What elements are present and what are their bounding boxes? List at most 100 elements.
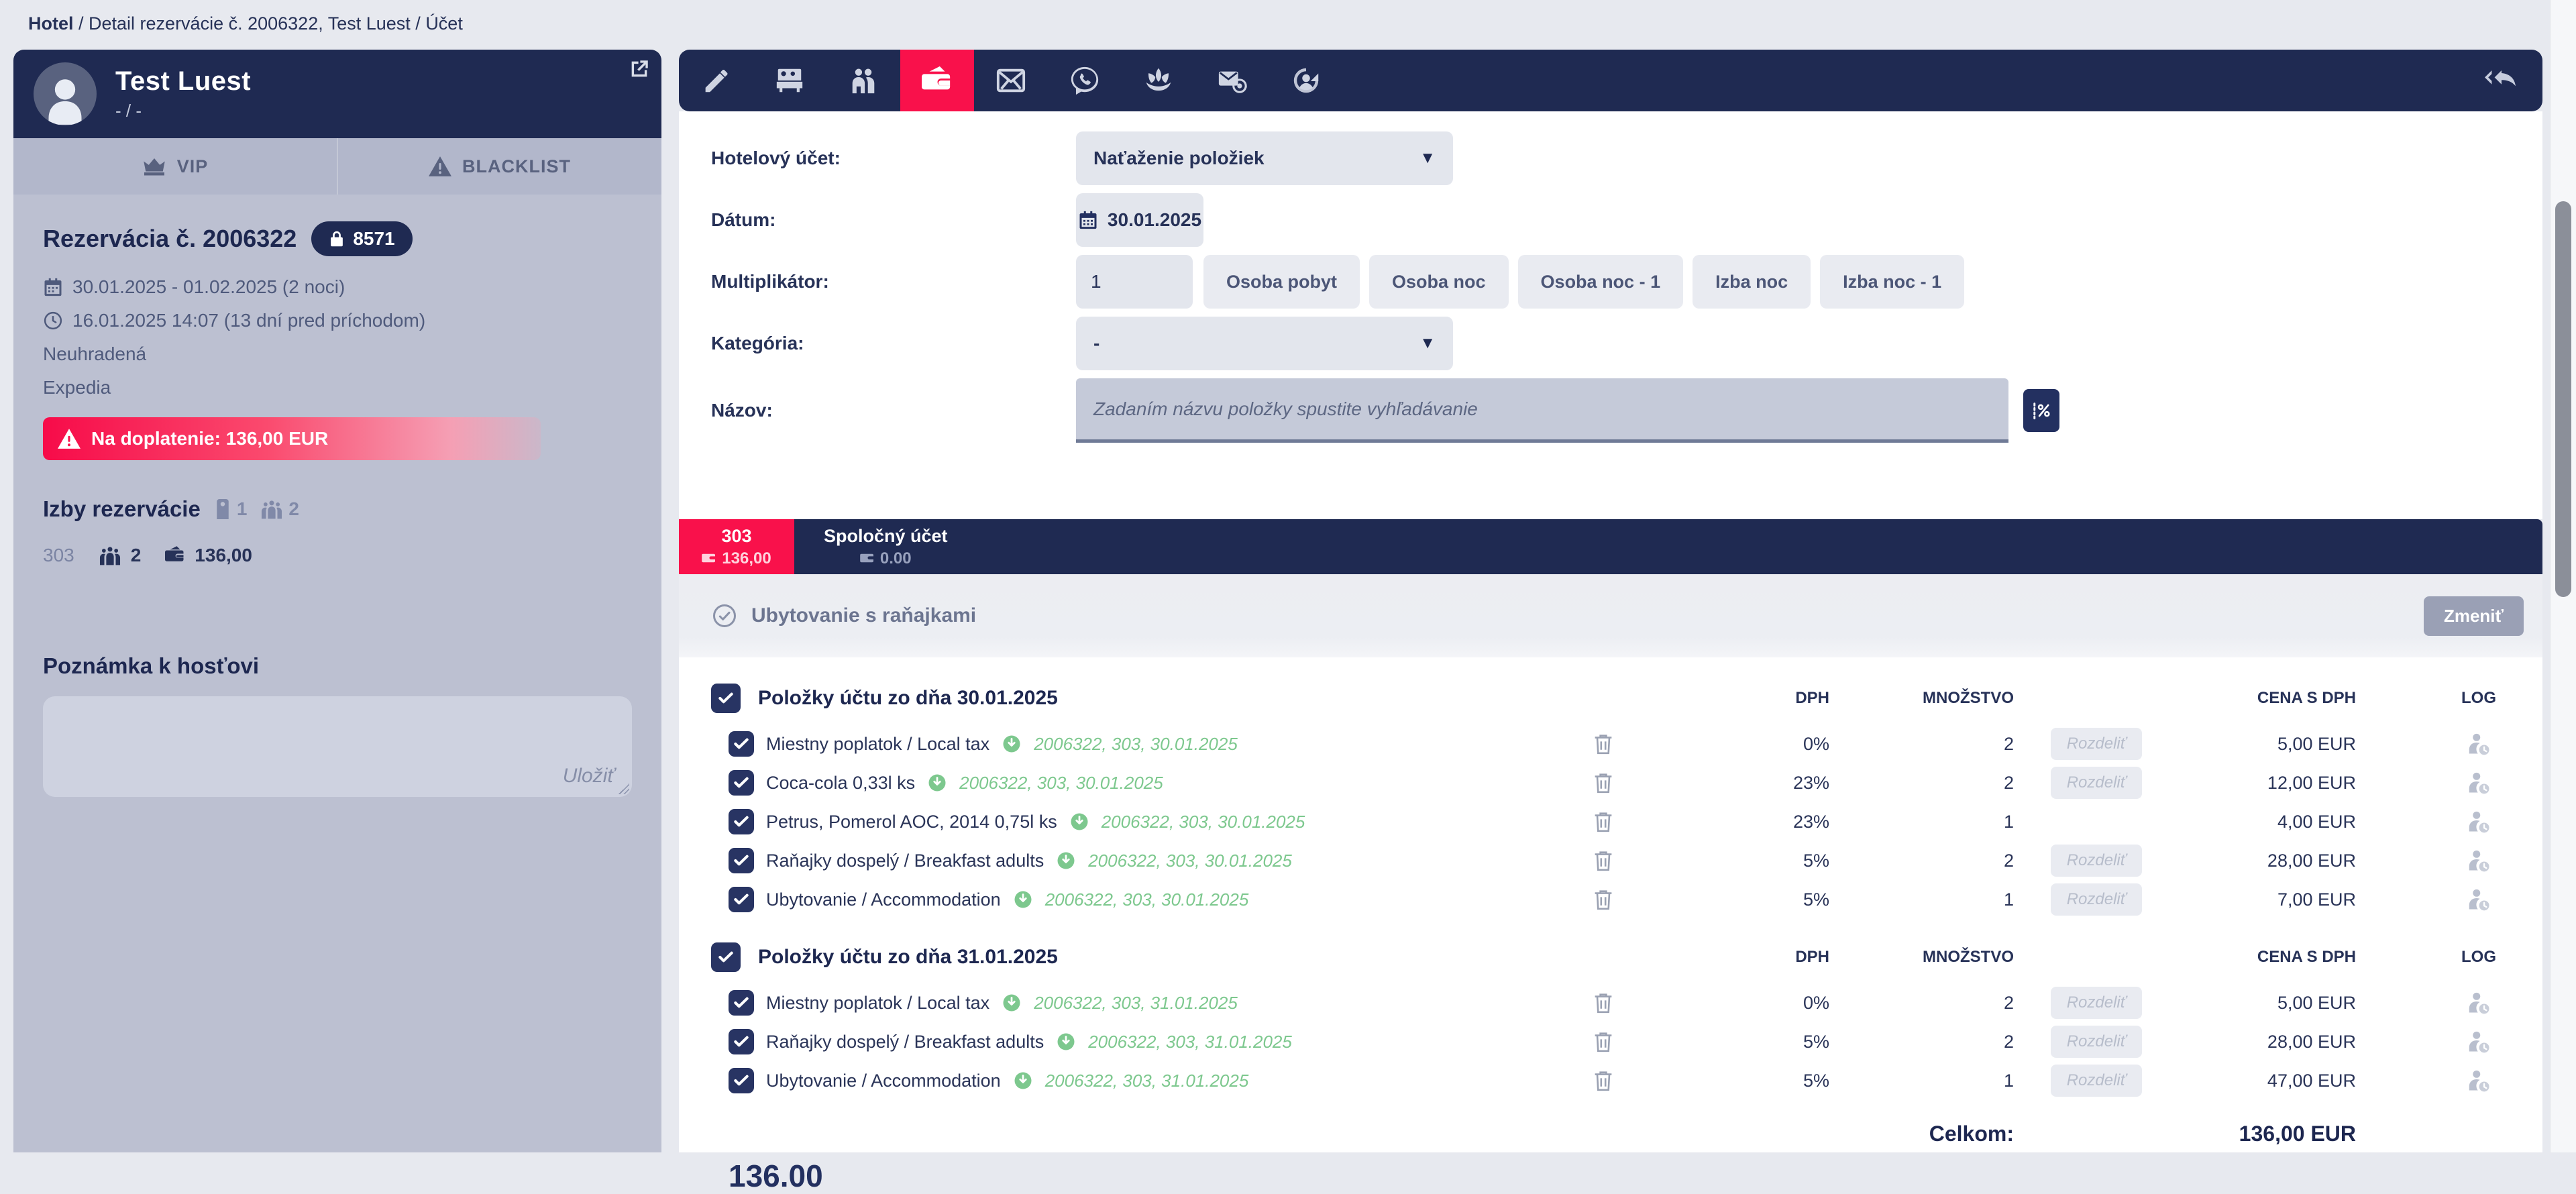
trash-icon: [1595, 1032, 1612, 1052]
split-button[interactable]: Rozdeliť: [2050, 728, 2143, 760]
row-checkbox[interactable]: [729, 809, 754, 834]
toolbar-tab-viber[interactable]: [1048, 50, 1122, 111]
download-circle-icon[interactable]: [1002, 734, 1022, 754]
item-name-label: Názov:: [711, 400, 773, 421]
guest-note-textarea[interactable]: Uložiť: [43, 696, 632, 797]
scrollbar-track[interactable]: [2550, 0, 2576, 1152]
item-qty: 2: [2003, 733, 2014, 754]
totals-value: 136,00 EUR: [2239, 1121, 2356, 1146]
breadcrumb-last: Účet: [425, 13, 463, 34]
item-log-button[interactable]: [2415, 885, 2542, 914]
delete-item-button[interactable]: [1563, 887, 1644, 912]
note-save-button[interactable]: Uložiť: [562, 765, 614, 787]
row-checkbox[interactable]: [729, 887, 754, 912]
account-tab-shared[interactable]: Spoločný účet 0.00: [824, 525, 948, 567]
group-checkbox[interactable]: [711, 684, 741, 713]
multiplier-label: Multiplikátor:: [711, 271, 829, 292]
download-circle-icon[interactable]: [1002, 993, 1022, 1013]
toolbar-tab-send-email[interactable]: [1195, 50, 1269, 111]
toolbar-tab-edit[interactable]: [679, 50, 753, 111]
toolbar-tab-history[interactable]: [1269, 50, 1343, 111]
split-button[interactable]: Rozdeliť: [2050, 845, 2143, 877]
split-button[interactable]: Rozdeliť: [2050, 987, 2143, 1019]
delete-item-button[interactable]: [1563, 1030, 1644, 1054]
split-button[interactable]: Rozdeliť: [2050, 1026, 2143, 1058]
download-circle-icon: [1014, 891, 1032, 908]
split-button[interactable]: Rozdeliť: [2050, 767, 2143, 799]
row-checkbox[interactable]: [729, 731, 754, 757]
chevron-down-icon: ▼: [1419, 334, 1436, 352]
table-group-header: Položky účtu zo dňa 30.01.2025 DPH MNOŽSTV…: [711, 682, 2542, 715]
toolbar-tab-billing[interactable]: [900, 50, 974, 111]
toolbar-tab-spa[interactable]: [1122, 50, 1195, 111]
delete-item-button[interactable]: [1563, 1069, 1644, 1093]
delete-item-button[interactable]: [1563, 771, 1644, 795]
split-button[interactable]: Rozdeliť: [2050, 1065, 2143, 1097]
row-checkbox[interactable]: [729, 1068, 754, 1093]
download-circle-icon[interactable]: [927, 773, 947, 793]
item-log-button[interactable]: [2415, 1067, 2542, 1095]
item-price: 5,00 EUR: [2277, 992, 2356, 1013]
item-price: 47,00 EUR: [2267, 1070, 2356, 1091]
download-circle-icon[interactable]: [1013, 889, 1033, 910]
multiplier-preset-button[interactable]: Osoba noc: [1369, 255, 1509, 309]
vip-tab[interactable]: VIP: [13, 138, 337, 195]
item-reference: 2006322, 303, 31.01.2025: [1088, 1031, 1292, 1052]
room-row[interactable]: 303 2 136,00: [43, 545, 632, 566]
toolbar-tab-guests[interactable]: [826, 50, 900, 111]
category-select[interactable]: - ▼: [1076, 317, 1453, 370]
download-circle-icon[interactable]: [1069, 812, 1089, 832]
scrollbar-thumb[interactable]: [2555, 201, 2571, 597]
item-log-button[interactable]: [2415, 769, 2542, 797]
resize-grip-icon[interactable]: [619, 783, 629, 794]
group-title: Položky účtu zo dňa 30.01.2025: [758, 687, 1058, 709]
multiplier-preset-button[interactable]: Osoba pobyt: [1203, 255, 1360, 309]
multiplier-input[interactable]: 1: [1076, 255, 1193, 309]
row-checkbox[interactable]: [729, 990, 754, 1016]
item-reference: 2006322, 303, 30.01.2025: [1101, 811, 1305, 832]
item-search-input[interactable]: Zadaním názvu položky spustite vyhľadáva…: [1076, 378, 2008, 443]
hotel-account-select[interactable]: Naťaženie položiek ▼: [1076, 131, 1453, 185]
delete-item-button[interactable]: [1563, 732, 1644, 756]
clock-icon: [44, 311, 62, 330]
blacklist-tab[interactable]: BLACKLIST: [337, 138, 661, 195]
download-circle-icon[interactable]: [1056, 1032, 1076, 1052]
item-log-button[interactable]: [2415, 989, 2542, 1017]
item-log-button[interactable]: [2415, 808, 2542, 836]
row-checkbox[interactable]: [729, 1029, 754, 1054]
breadcrumb-root[interactable]: Hotel: [28, 13, 74, 34]
download-circle-icon[interactable]: [1056, 851, 1076, 871]
item-qty: 2: [2003, 772, 2014, 793]
delete-item-button[interactable]: [1563, 991, 1644, 1015]
delete-item-button[interactable]: [1563, 810, 1644, 834]
item-qty: 1: [2003, 811, 2014, 832]
item-log-button[interactable]: [2415, 847, 2542, 875]
download-circle-icon[interactable]: [1013, 1071, 1033, 1091]
trash-icon: [1595, 812, 1612, 832]
multiplier-preset-button[interactable]: Izba noc: [1693, 255, 1811, 309]
reservation-lock-badge[interactable]: 8571: [311, 221, 413, 256]
account-tab-room-303[interactable]: 303 136,00: [679, 519, 794, 574]
row-checkbox[interactable]: [729, 848, 754, 873]
item-log-button[interactable]: [2415, 730, 2542, 758]
item-name-cell: Petrus, Pomerol AOC, 2014 0,75l ks 200632…: [711, 809, 1563, 834]
group-checkbox[interactable]: [711, 942, 741, 972]
row-checkbox[interactable]: [729, 770, 754, 796]
toolbar-tab-mail[interactable]: [974, 50, 1048, 111]
delete-item-button[interactable]: [1563, 849, 1644, 873]
external-link-icon[interactable]: [628, 58, 651, 80]
item-log-button[interactable]: [2415, 1028, 2542, 1056]
toolbar-tab-rooms[interactable]: [753, 50, 826, 111]
viber-icon: [1071, 66, 1099, 95]
item-name-cell: Coca-cola 0,33l ks 2006322, 303, 30.01.20…: [711, 770, 1563, 796]
column-header-price: CENA S DPH: [2257, 948, 2356, 966]
people-group-icon: [262, 500, 282, 519]
multiplier-preset-button[interactable]: Osoba noc - 1: [1517, 255, 1684, 309]
multiplier-preset-button[interactable]: Izba noc - 1: [1820, 255, 1965, 309]
rooms-icon: [776, 68, 803, 93]
date-picker-button[interactable]: 30.01.2025: [1076, 193, 1203, 247]
change-package-button[interactable]: Zmeniť: [2423, 596, 2524, 636]
voucher-percent-icon[interactable]: [2023, 389, 2059, 432]
reply-all-icon[interactable]: [2482, 66, 2520, 95]
split-button[interactable]: Rozdeliť: [2050, 883, 2143, 916]
